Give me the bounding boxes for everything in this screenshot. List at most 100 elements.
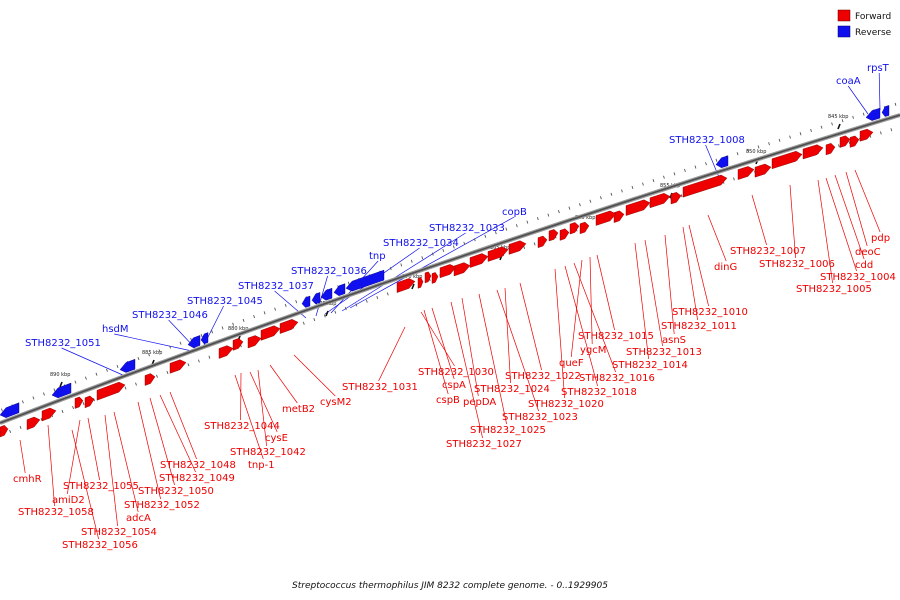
gene-label-deoc[interactable]: deoC (855, 247, 881, 258)
reverse-gene-arrow[interactable] (333, 283, 346, 297)
forward-gene-arrow[interactable] (417, 277, 424, 289)
gene-label-sth8232-1051[interactable]: STH8232_1051 (25, 338, 101, 349)
forward-gene-arrow[interactable] (232, 338, 244, 351)
gene-label-sth8232-1006[interactable]: STH8232_1006 (759, 259, 835, 270)
gene-label-sth8232-1049[interactable]: STH8232_1049 (159, 473, 235, 484)
gene-label-sth8232-1004[interactable]: STH8232_1004 (820, 272, 896, 283)
gene-label-cspa[interactable]: cspA (442, 380, 466, 391)
gene-label-sth8232-1031[interactable]: STH8232_1031 (342, 382, 418, 393)
forward-gene-arrow[interactable] (839, 135, 851, 148)
forward-gene-arrow[interactable] (682, 174, 728, 198)
gene-label-sth8232-1025[interactable]: STH8232_1025 (470, 425, 546, 436)
gene-label-sth8232-1011[interactable]: STH8232_1011 (661, 321, 737, 332)
gene-label-sth8232-1030[interactable]: STH8232_1030 (418, 367, 494, 378)
gene-label-sth8232-1013[interactable]: STH8232_1013 (626, 347, 702, 358)
reverse-gene-arrow[interactable] (320, 287, 333, 301)
gene-label-sth8232-1058[interactable]: STH8232_1058 (18, 507, 94, 518)
forward-gene-arrow[interactable] (649, 193, 671, 209)
gene-label-sth8232-1015[interactable]: STH8232_1015 (578, 331, 654, 342)
reverse-gene-arrow[interactable] (187, 335, 201, 349)
forward-gene-arrow[interactable] (247, 335, 262, 349)
forward-gene-arrow[interactable] (96, 381, 126, 401)
forward-gene-arrow[interactable] (487, 246, 509, 262)
gene-label-cspb[interactable]: cspB (436, 395, 460, 406)
gene-label-metb2[interactable]: metB2 (282, 404, 315, 415)
forward-gene-arrow[interactable] (537, 235, 548, 248)
gene-label-pepda[interactable]: pepDA (463, 397, 496, 408)
forward-gene-arrow[interactable] (754, 163, 772, 178)
gene-label-sth8232-1020[interactable]: STH8232_1020 (528, 399, 604, 410)
gene-label-sth8232-1048[interactable]: STH8232_1048 (160, 460, 236, 471)
forward-gene-arrow[interactable] (579, 221, 590, 235)
reverse-gene-arrow[interactable] (0, 402, 20, 418)
gene-label-sth8232-1005[interactable]: STH8232_1005 (796, 284, 872, 295)
forward-gene-arrow[interactable] (218, 345, 234, 359)
forward-gene-arrow[interactable] (771, 150, 803, 170)
forward-gene-arrow[interactable] (508, 240, 527, 255)
gene-label-pdp[interactable]: pdp (871, 233, 890, 244)
gene-label-cysm2[interactable]: cysM2 (320, 397, 352, 408)
forward-gene-arrow[interactable] (595, 210, 617, 226)
gene-label-rpst[interactable]: rpsT (867, 63, 890, 74)
gene-label-sth8232-1054[interactable]: STH8232_1054 (81, 527, 157, 538)
forward-gene-arrow[interactable] (279, 319, 299, 334)
reverse-gene-arrow[interactable] (200, 332, 209, 345)
forward-gene-arrow[interactable] (453, 262, 471, 277)
gene-label-sth8232-1016[interactable]: STH8232_1016 (579, 373, 655, 384)
forward-gene-arrow[interactable] (74, 396, 84, 409)
gene-label-sth8232-1014[interactable]: STH8232_1014 (612, 360, 688, 371)
reverse-gene-arrow[interactable] (311, 292, 321, 305)
gene-label-sth8232-1045[interactable]: STH8232_1045 (187, 296, 263, 307)
gene-label-sth8232-1044[interactable]: STH8232_1044 (204, 421, 280, 432)
gene-label-sth8232-1034[interactable]: STH8232_1034 (383, 238, 459, 249)
forward-gene-arrow[interactable] (0, 425, 9, 438)
gene-label-cdd[interactable]: cdd (855, 260, 873, 271)
forward-gene-arrow[interactable] (613, 210, 625, 223)
gene-label-tnp[interactable]: tnp (369, 251, 386, 262)
gene-label-sth8232-1046[interactable]: STH8232_1046 (132, 310, 208, 321)
gene-label-copb[interactable]: copB (502, 207, 527, 218)
forward-gene-arrow[interactable] (424, 271, 432, 284)
gene-label-adca[interactable]: adcA (126, 513, 151, 524)
gene-label-sth8232-1022[interactable]: STH8232_1022 (505, 371, 581, 382)
gene-label-sth8232-1056[interactable]: STH8232_1056 (62, 540, 138, 551)
forward-gene-arrow[interactable] (569, 222, 580, 235)
gene-label-sth8232-1018[interactable]: STH8232_1018 (561, 387, 637, 398)
forward-gene-arrow[interactable] (439, 264, 457, 279)
forward-gene-arrow[interactable] (144, 373, 156, 386)
gene-label-cyse[interactable]: cysE (265, 433, 288, 444)
forward-gene-arrow[interactable] (260, 325, 281, 341)
gene-label-asns[interactable]: asnS (662, 335, 686, 346)
gene-label-coaa[interactable]: coaA (836, 76, 861, 87)
gene-label-sth8232-1055[interactable]: STH8232_1055 (63, 481, 139, 492)
reverse-gene-arrow[interactable] (345, 269, 385, 292)
gene-label-sth8232-1023[interactable]: STH8232_1023 (502, 412, 578, 423)
gene-label-sth8232-1052[interactable]: STH8232_1052 (124, 500, 200, 511)
forward-gene-arrow[interactable] (670, 192, 682, 205)
forward-gene-arrow[interactable] (802, 144, 824, 160)
gene-label-sth8232-1036[interactable]: STH8232_1036 (291, 266, 367, 277)
gene-label-sth8232-1033[interactable]: STH8232_1033 (429, 223, 505, 234)
forward-gene-arrow[interactable] (548, 229, 559, 242)
forward-gene-arrow[interactable] (41, 407, 57, 422)
forward-gene-arrow[interactable] (737, 166, 755, 180)
reverse-gene-arrow[interactable] (865, 107, 881, 121)
forward-gene-arrow[interactable] (84, 395, 95, 409)
forward-gene-arrow[interactable] (625, 199, 651, 216)
forward-gene-arrow[interactable] (825, 143, 836, 156)
gene-label-sth8232-1024[interactable]: STH8232_1024 (474, 384, 550, 395)
gene-label-sth8232-1007[interactable]: STH8232_1007 (730, 246, 806, 257)
forward-gene-arrow[interactable] (396, 278, 416, 293)
gene-label-ygcm[interactable]: ygcM (580, 345, 606, 356)
gene-label-amid2[interactable]: amiD2 (52, 495, 85, 506)
forward-gene-arrow[interactable] (431, 272, 439, 284)
reverse-gene-arrow[interactable] (881, 105, 890, 117)
reverse-gene-arrow[interactable] (51, 382, 72, 399)
gene-label-sth8232-1037[interactable]: STH8232_1037 (238, 281, 314, 292)
gene-label-sth8232-1010[interactable]: STH8232_1010 (672, 307, 748, 318)
forward-gene-arrow[interactable] (849, 135, 860, 148)
gene-label-ding[interactable]: dinG (714, 262, 737, 273)
gene-label-hsdm[interactable]: hsdM (102, 324, 129, 335)
forward-gene-arrow[interactable] (169, 359, 187, 374)
reverse-gene-arrow[interactable] (715, 155, 729, 169)
